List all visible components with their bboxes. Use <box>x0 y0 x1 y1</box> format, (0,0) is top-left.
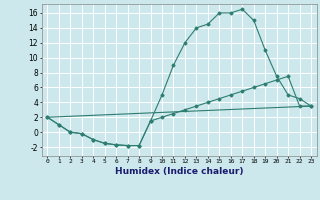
X-axis label: Humidex (Indice chaleur): Humidex (Indice chaleur) <box>115 167 244 176</box>
